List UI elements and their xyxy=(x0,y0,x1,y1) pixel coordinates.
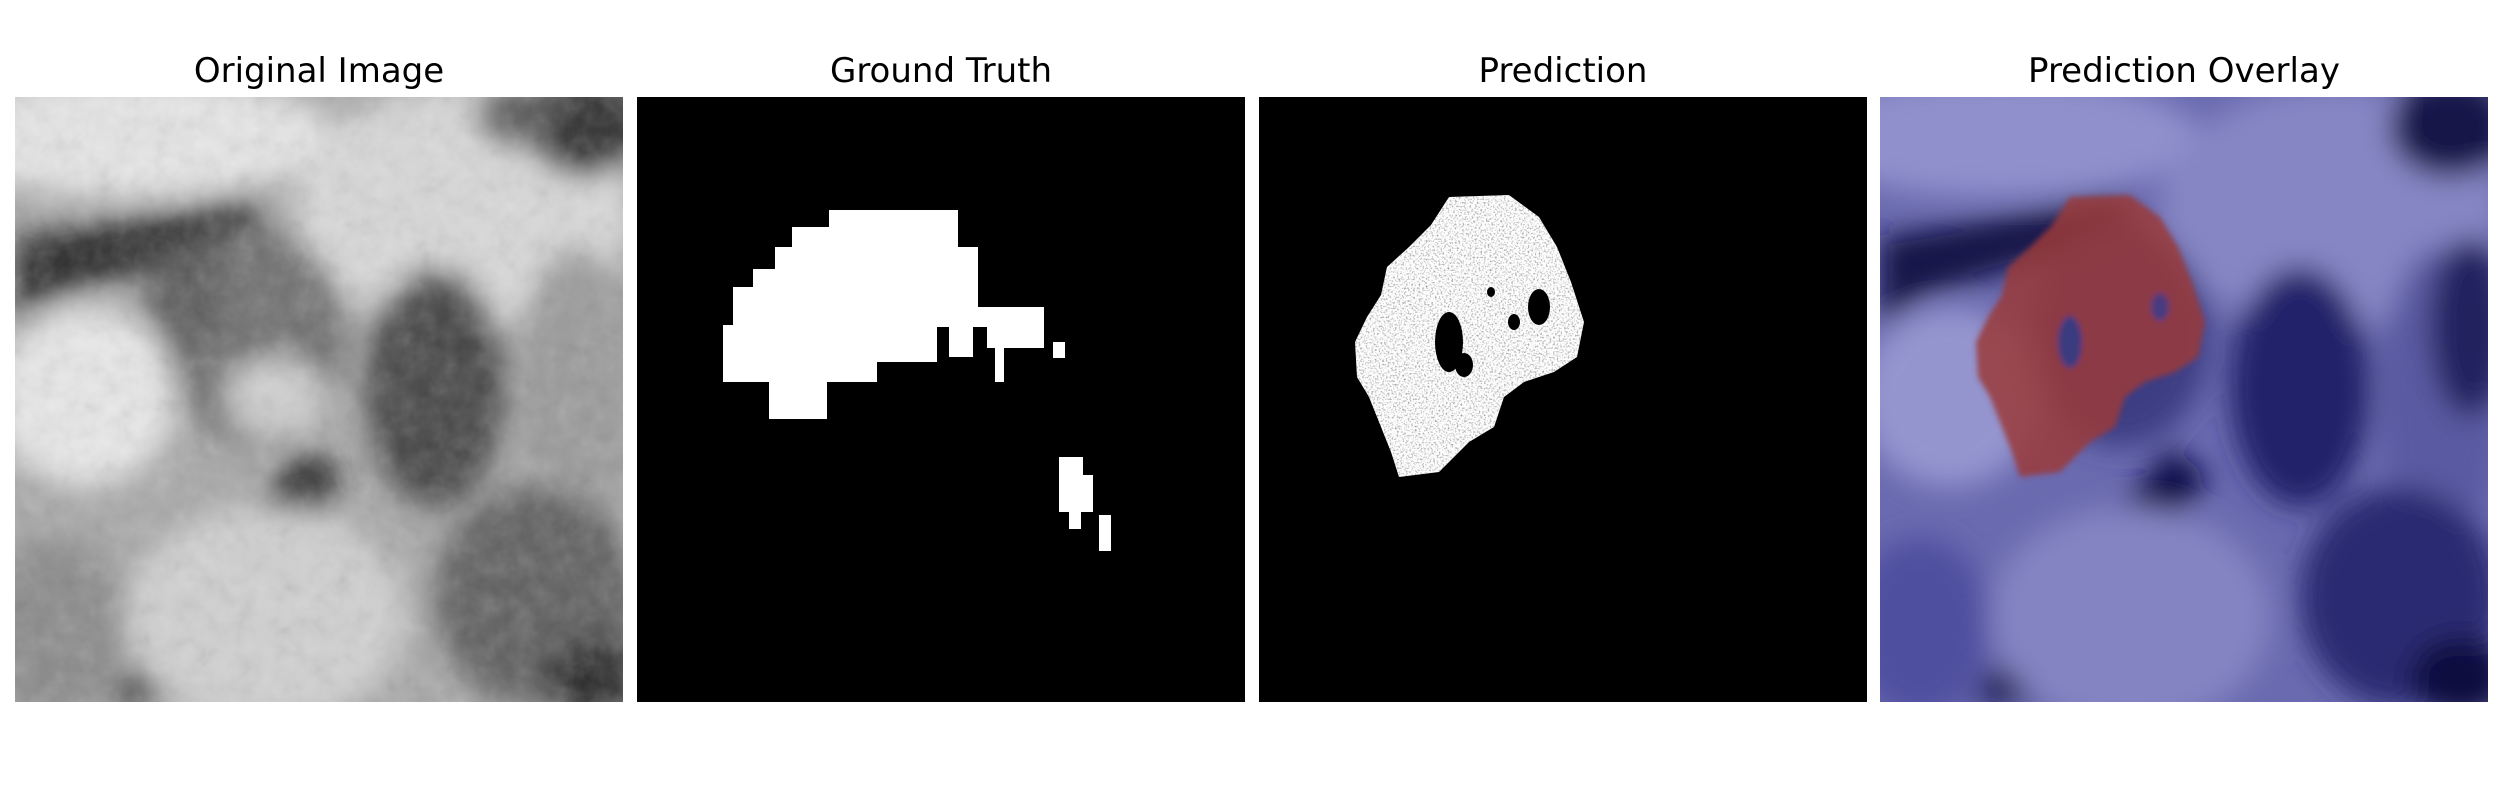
original-scan-image xyxy=(15,97,623,702)
panel-title-prediction: Prediction xyxy=(1478,51,1648,91)
original-image-panel xyxy=(15,97,623,702)
prediction-overlay-panel xyxy=(1880,97,2488,702)
prediction-panel xyxy=(1259,97,1867,702)
ground-truth-panel xyxy=(637,97,1245,702)
panel-title-ground-truth: Ground Truth xyxy=(829,51,1053,91)
ground-truth-mask xyxy=(637,97,1245,702)
prediction-overlay-image xyxy=(1880,97,2488,702)
prediction-mask xyxy=(1259,97,1867,702)
panel-title-overlay: Prediction Overlay xyxy=(2028,51,2340,91)
panel-title-original: Original Image xyxy=(193,51,445,91)
